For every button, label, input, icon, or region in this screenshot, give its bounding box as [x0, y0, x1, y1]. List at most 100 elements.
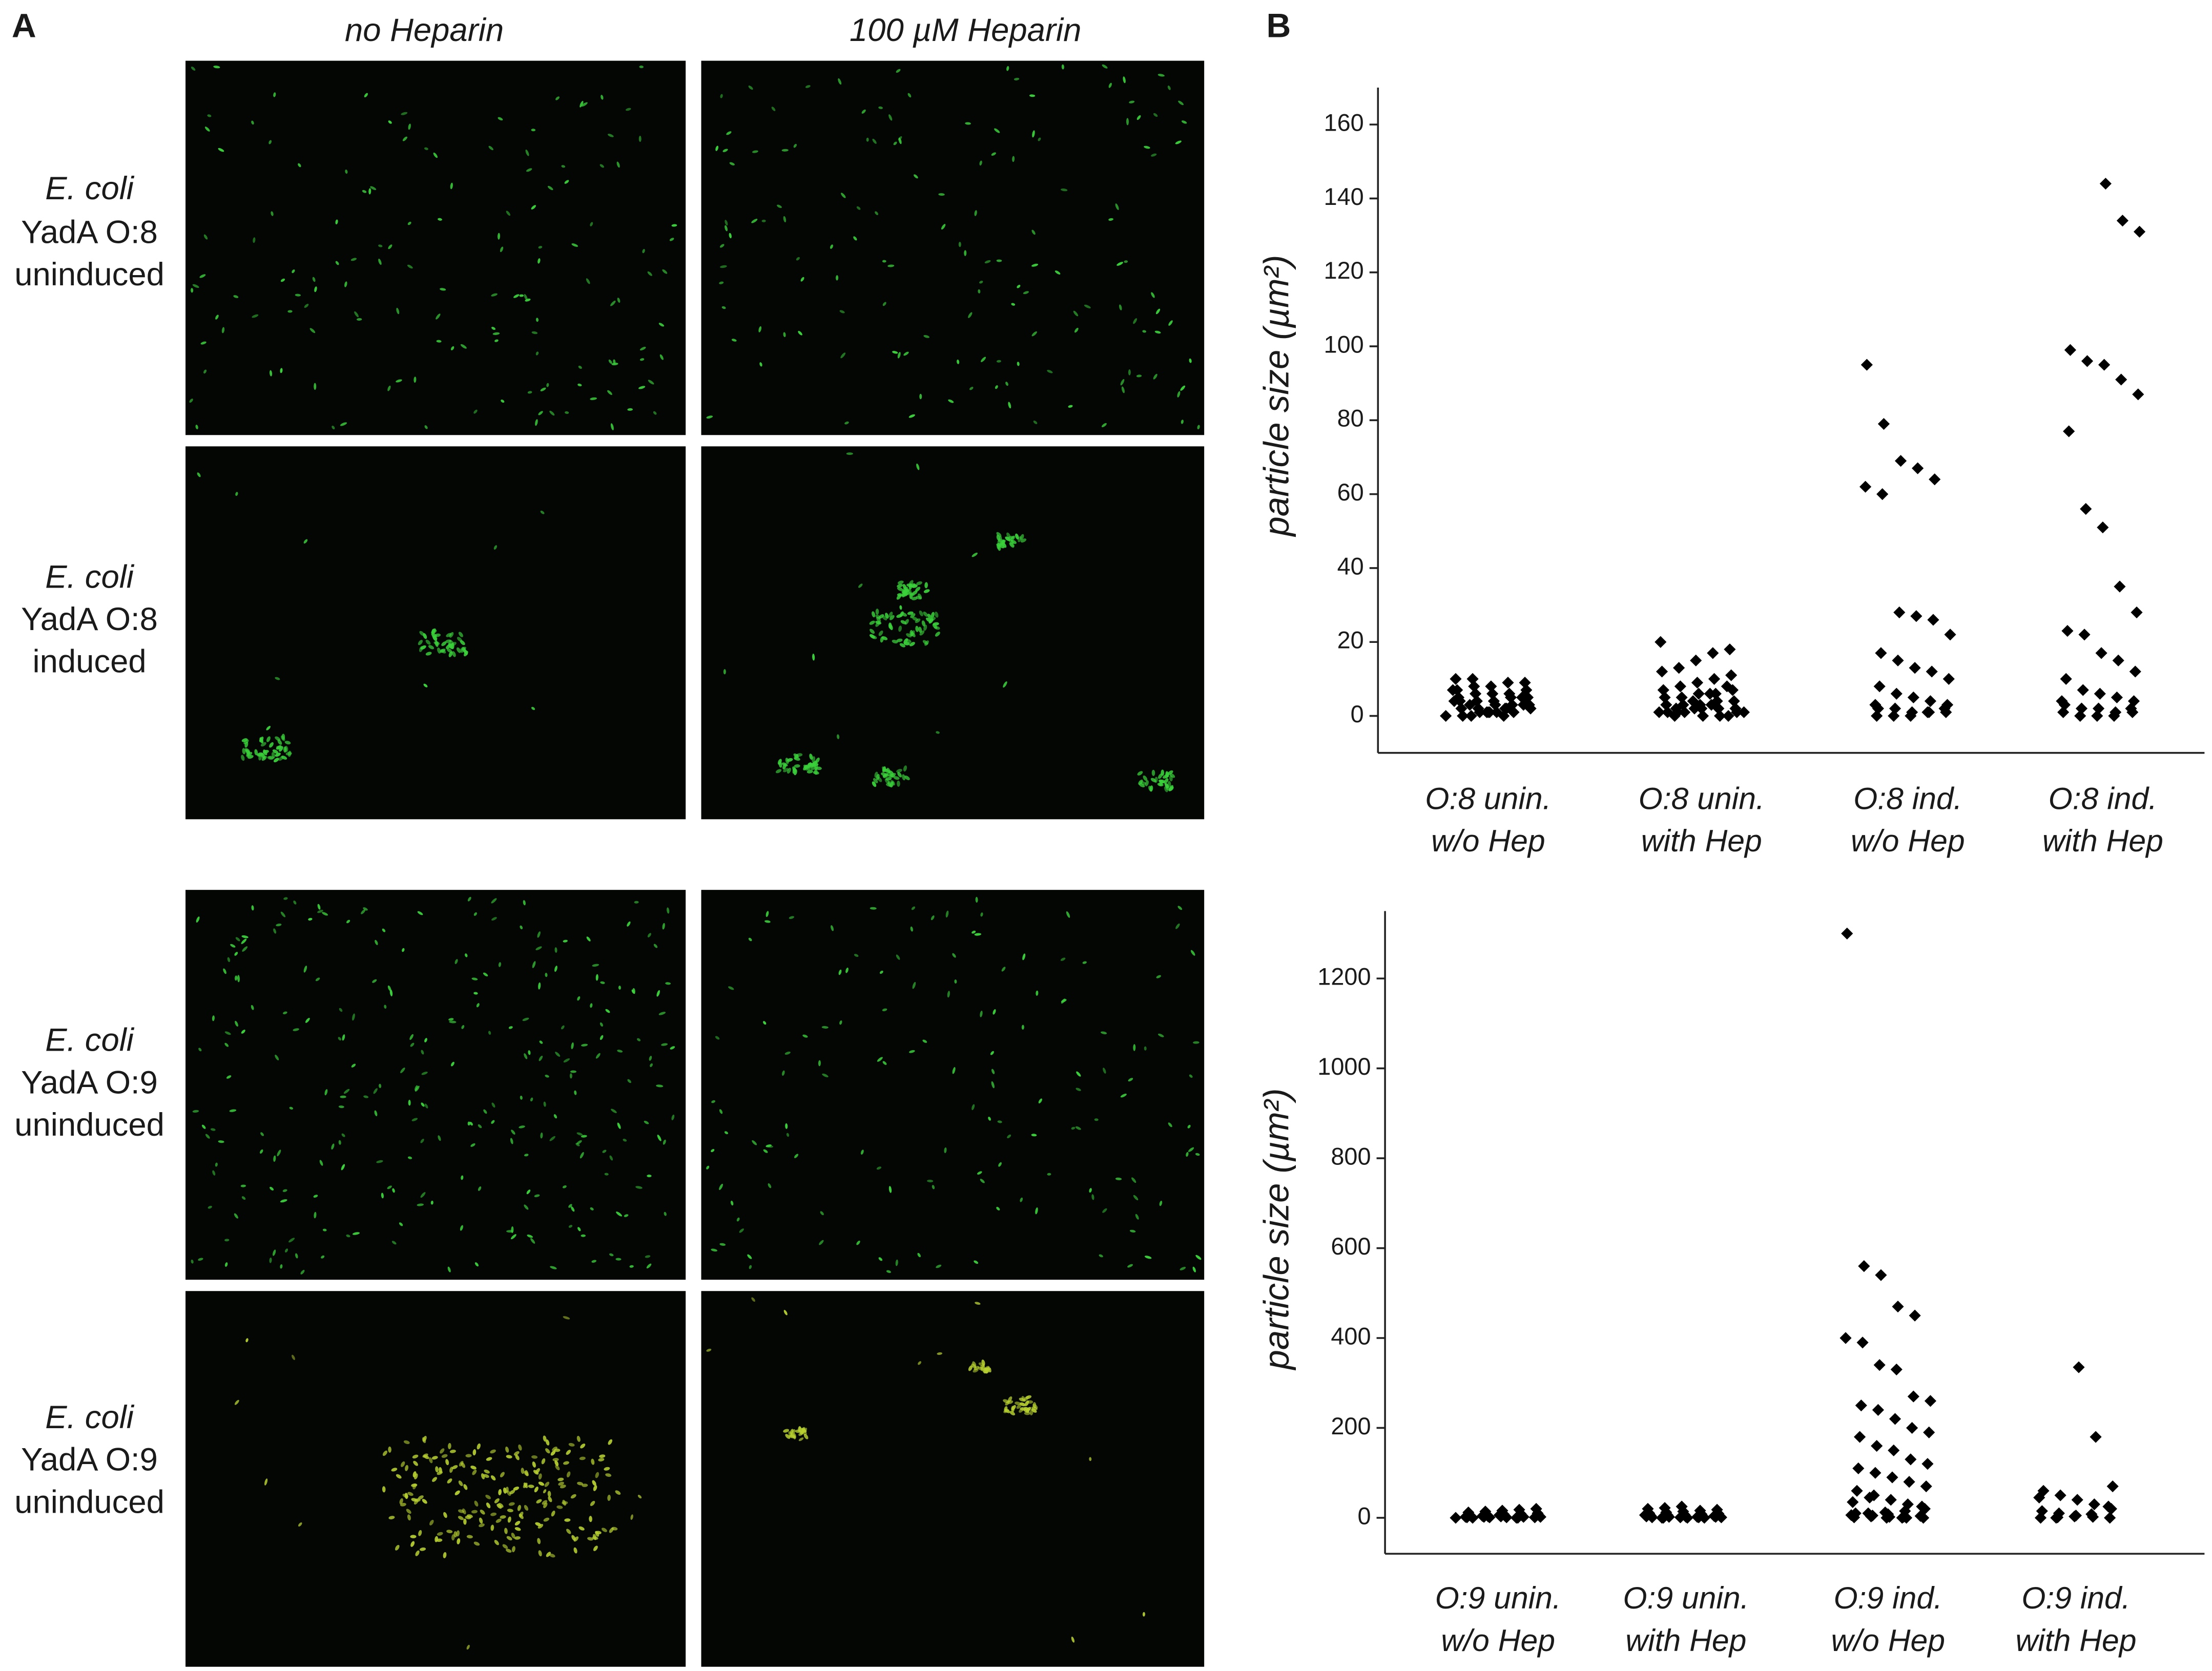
bacterium — [562, 1185, 567, 1188]
bacterium — [991, 152, 996, 156]
bacterium — [984, 260, 991, 264]
bacteria-cluster — [882, 766, 886, 772]
bacterium — [396, 307, 400, 315]
bacterium — [1055, 270, 1061, 275]
bacteria-cluster — [246, 751, 250, 757]
bacterium — [616, 161, 620, 168]
bacterium — [994, 128, 1000, 133]
bacterium — [335, 261, 339, 265]
bacterium — [923, 335, 930, 338]
bacterium — [581, 1043, 588, 1047]
bacteria-cluster — [405, 1465, 409, 1471]
data-point — [1691, 677, 1704, 689]
bacterium — [931, 915, 935, 921]
bacterium — [543, 1489, 547, 1494]
row-label: E. coli — [45, 559, 135, 595]
bacteria-cluster — [566, 1471, 571, 1478]
data-point — [2112, 654, 2124, 666]
bacteria-cluster — [794, 764, 800, 768]
bacterium — [331, 1143, 335, 1150]
data-point — [1889, 702, 1901, 715]
data-point — [1516, 691, 1528, 704]
bacterium — [577, 1227, 581, 1231]
bacterium — [657, 1134, 661, 1141]
bacteria-cluster — [484, 1469, 490, 1474]
bacterium — [483, 1109, 487, 1114]
bacterium — [554, 966, 557, 972]
bacterium — [870, 907, 877, 910]
bacterium — [280, 368, 283, 373]
bacterium — [293, 1028, 299, 1031]
bacterium — [608, 359, 612, 364]
bacterium — [494, 339, 499, 342]
bacterium — [1186, 1152, 1189, 1157]
bacterium — [241, 935, 249, 938]
bacterium — [282, 1011, 287, 1014]
micrograph — [701, 1291, 1205, 1667]
bacteria-cluster — [414, 1473, 418, 1479]
bacterium — [782, 1070, 785, 1076]
bacterium — [491, 293, 498, 297]
bacterium — [535, 946, 542, 950]
bacteria-cluster — [382, 1450, 388, 1456]
bacterium — [595, 974, 598, 981]
bacterium — [527, 391, 532, 394]
bacteria-cluster — [403, 1440, 410, 1444]
bacterium — [492, 332, 500, 335]
data-point — [1502, 677, 1514, 689]
bacteria-cluster — [905, 588, 910, 594]
bacterium — [846, 452, 853, 455]
data-point — [1457, 709, 1469, 722]
data-point — [2108, 709, 2120, 722]
bacterium — [338, 1105, 344, 1109]
bacteria-cluster — [556, 1505, 563, 1509]
bacterium — [461, 1175, 464, 1180]
bacterium — [498, 962, 501, 967]
bacterium — [971, 1104, 975, 1111]
micrograph — [185, 890, 686, 1280]
bacteria-cluster — [794, 754, 798, 760]
bacterium — [1156, 975, 1161, 978]
bacterium — [1181, 120, 1187, 124]
bacteria-cluster — [896, 638, 903, 642]
bacteria-cluster — [490, 1475, 496, 1481]
bacterium — [574, 1090, 577, 1095]
bacterium — [264, 1478, 268, 1486]
bacterium — [662, 269, 668, 274]
bacteria-cluster — [918, 626, 922, 633]
bacteria-cluster — [543, 1502, 548, 1509]
bacteria-cluster — [783, 1429, 789, 1433]
bacterium — [853, 236, 857, 241]
data-point — [1859, 481, 1872, 493]
bacteria-cluster — [897, 780, 900, 787]
bacteria-cluster — [490, 1449, 496, 1454]
bacterium — [287, 310, 293, 313]
bacterium — [914, 174, 918, 179]
bacterium — [1032, 130, 1035, 138]
bacteria-cluster — [263, 749, 267, 756]
bacteria-cluster — [269, 742, 274, 748]
bacterium — [352, 1232, 360, 1235]
bacterium — [667, 907, 670, 914]
bacterium — [530, 1097, 533, 1102]
bacterium — [644, 1120, 649, 1124]
data-point — [1896, 1512, 1908, 1524]
bacterium — [524, 294, 528, 301]
bacteria-cluster — [897, 583, 903, 588]
bacterium — [448, 1018, 454, 1021]
bacterium — [998, 1162, 1002, 1167]
bacterium — [493, 545, 497, 550]
bacterium — [305, 1017, 310, 1023]
data-point — [1707, 647, 1719, 659]
bacterium — [996, 360, 1001, 363]
bacteria-cluster — [543, 1517, 550, 1522]
data-point — [2033, 1491, 2045, 1504]
bacterium — [995, 385, 998, 389]
bacteria-cluster — [935, 632, 940, 637]
bacterium — [433, 152, 438, 158]
bacteria-cluster — [506, 1549, 512, 1553]
data-point — [2094, 687, 2106, 700]
x-tick-label: w/o Hep — [1831, 1623, 1945, 1658]
bacterium — [978, 289, 981, 294]
bacteria-cluster — [514, 1536, 521, 1540]
